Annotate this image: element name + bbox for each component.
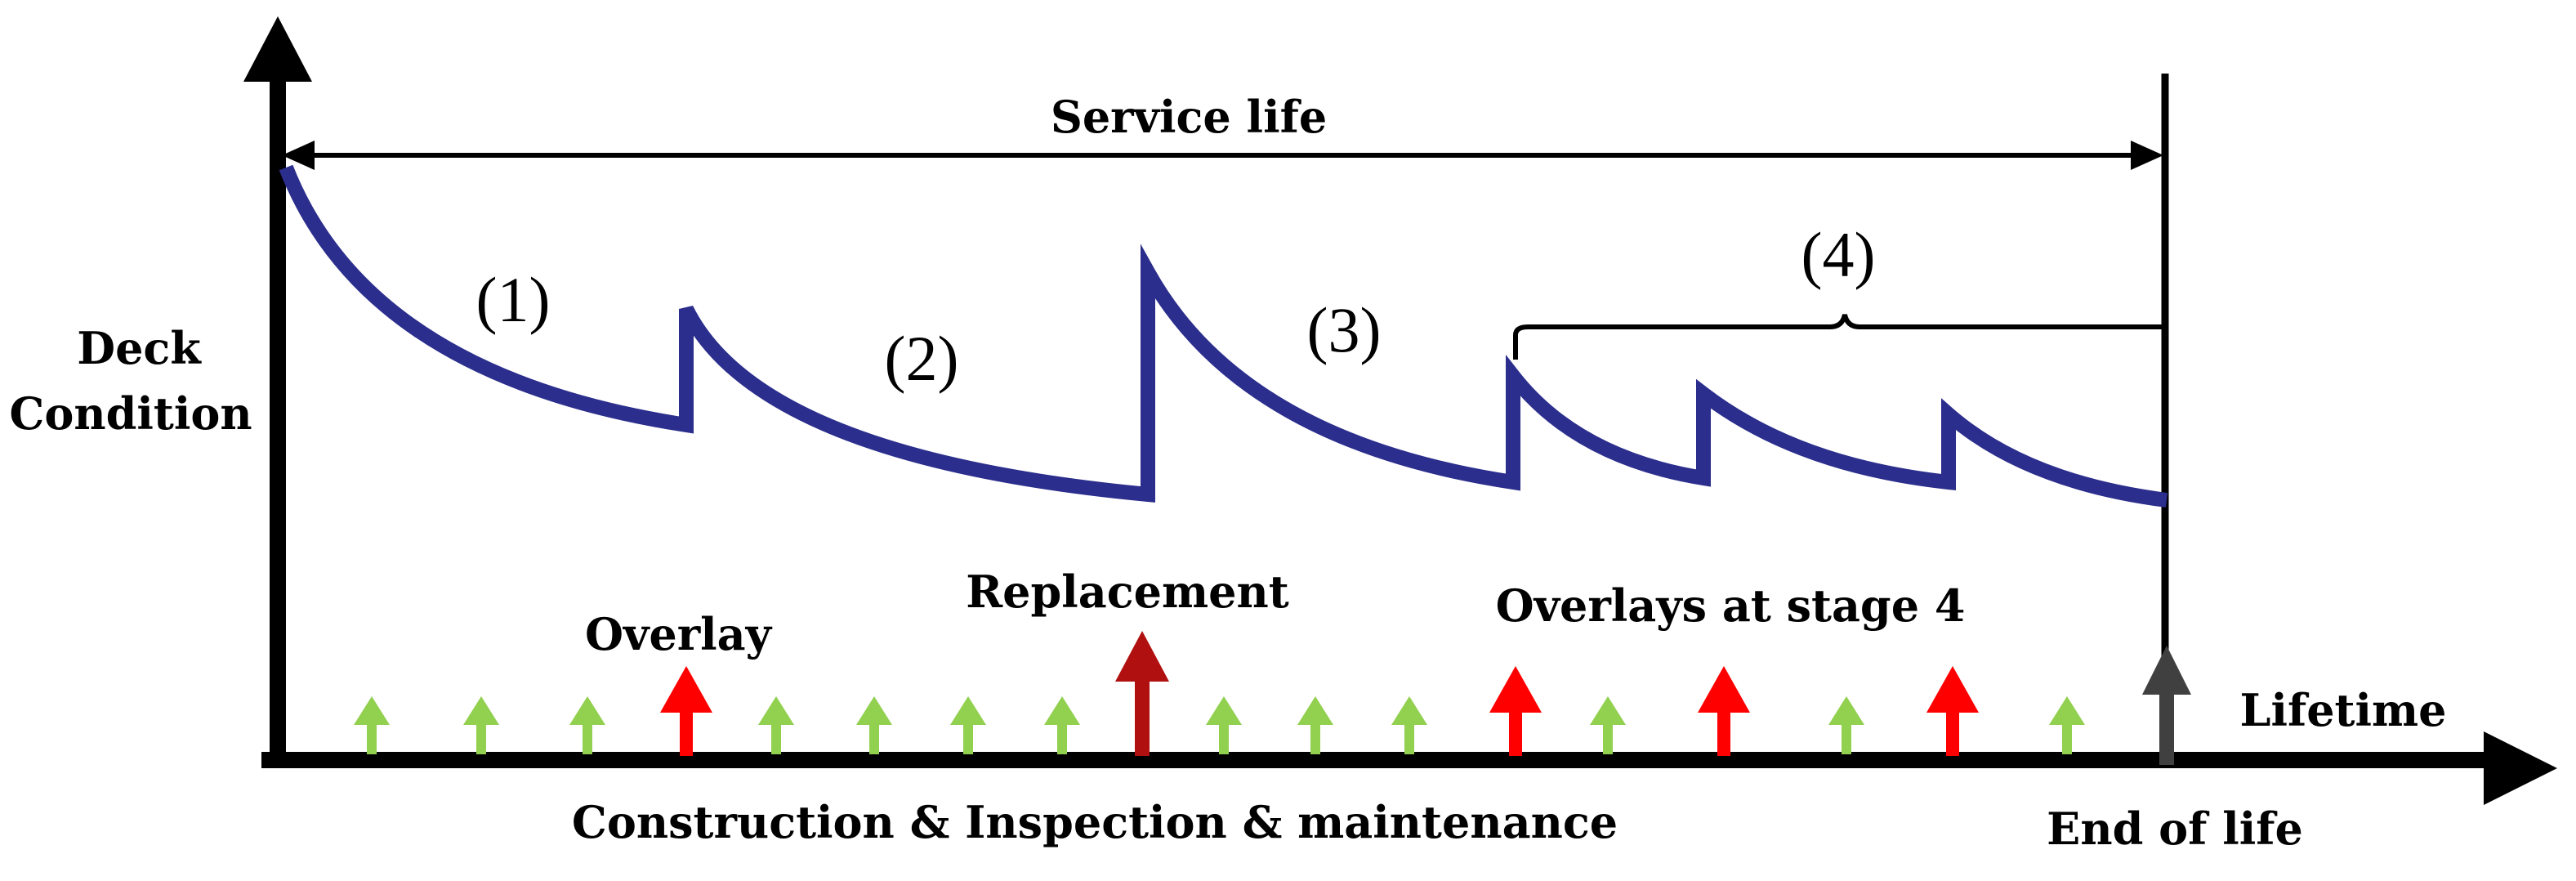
end-of-life-arrow <box>2142 646 2191 765</box>
replacement-label: Replacement <box>966 566 1288 618</box>
inspection-arrow <box>569 696 605 754</box>
deck-condition-curve <box>279 164 2168 508</box>
overlay-label: Overlay <box>585 608 773 660</box>
overlay-arrow <box>660 666 712 756</box>
inspection-arrow <box>856 696 892 754</box>
overlay-arrow <box>1926 666 1979 756</box>
stage-2-label: (2) <box>885 323 959 394</box>
inspection-arrow <box>1297 696 1333 754</box>
stage-1-label: (1) <box>476 264 551 335</box>
bottom-label: Construction & Inspection & maintenance <box>572 796 1618 848</box>
end-of-life-label: End of life <box>2047 803 2303 855</box>
replacement-arrow <box>1115 631 1169 756</box>
inspection-arrows <box>354 696 2085 754</box>
inspection-arrow <box>2049 696 2085 754</box>
overlay-arrow <box>1489 666 1542 756</box>
service-life-label: Service life <box>1051 91 1327 143</box>
inspection-arrow <box>1206 696 1242 754</box>
service-life-span <box>282 141 2163 170</box>
inspection-arrow <box>1044 696 1080 754</box>
overlays-stage4-label: Overlays at stage 4 <box>1496 579 1966 632</box>
inspection-arrow <box>1590 696 1626 754</box>
stage-4-bracket <box>1513 314 2163 360</box>
y-axis <box>243 16 312 756</box>
y-axis-label-line2: Condition <box>9 387 252 440</box>
inspection-arrow <box>463 696 499 754</box>
overlay-arrow <box>1698 666 1750 756</box>
inspection-arrow <box>354 696 390 754</box>
inspection-arrow <box>1391 696 1427 754</box>
inspection-arrow <box>758 696 794 754</box>
stage-3-label: (3) <box>1307 294 1382 365</box>
x-axis <box>261 731 2557 805</box>
stage-4-label: (4) <box>1801 219 1876 290</box>
x-axis-label: Lifetime <box>2239 684 2446 736</box>
y-axis-label-line1: Deck <box>77 322 202 374</box>
overlay-arrows <box>660 666 1979 756</box>
inspection-arrow <box>1828 696 1864 754</box>
x-axis-arrowhead <box>2484 731 2557 805</box>
inspection-arrow <box>950 696 986 754</box>
y-axis-arrowhead <box>243 16 312 82</box>
